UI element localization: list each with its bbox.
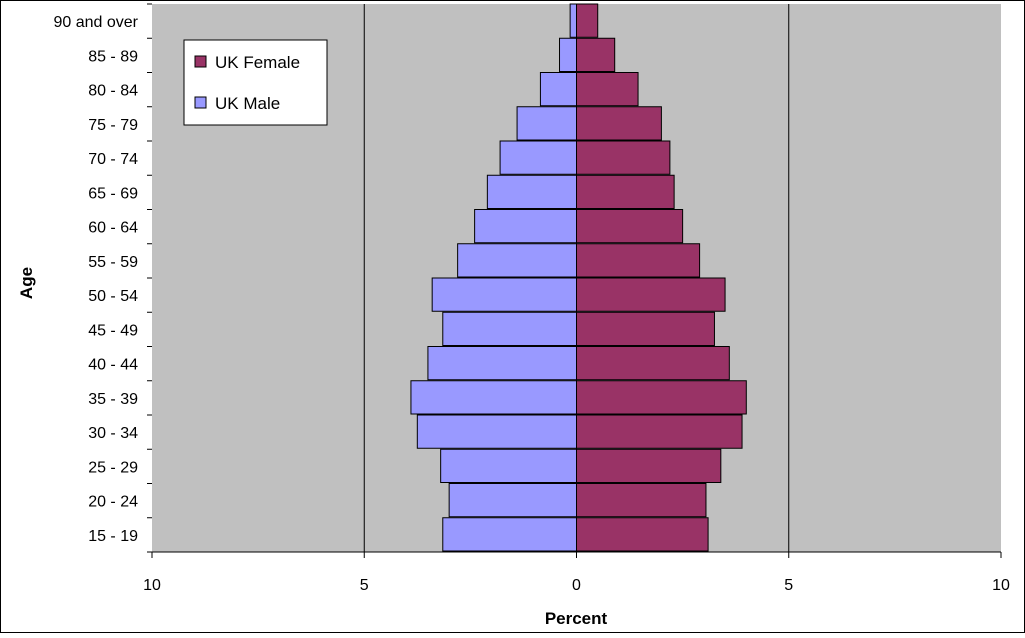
- bar-uk-male-65-69: [486, 174, 578, 209]
- y-tick-label: 75 - 79: [88, 117, 138, 134]
- bar-uk-female-30-34: [576, 414, 743, 449]
- y-tick-label: 65 - 69: [88, 185, 138, 202]
- legend-swatch-uk-male: [194, 96, 207, 109]
- legend-box: [183, 39, 328, 126]
- bar-uk-male-30-34: [416, 414, 577, 449]
- bar-uk-female-55-59: [576, 243, 701, 278]
- bar-uk-male-40-44: [427, 346, 577, 381]
- bar-uk-female-35-39: [576, 380, 747, 415]
- y-tick-label: 80 - 84: [88, 83, 138, 100]
- bar-uk-male-70-74: [499, 140, 577, 175]
- bar-uk-female-45-49: [576, 311, 715, 346]
- bar-uk-male-25-29: [440, 448, 577, 483]
- bar-uk-female-20-24: [576, 483, 707, 518]
- y-tick-label: 30 - 34: [88, 425, 138, 442]
- bar-uk-female-25-29: [576, 448, 722, 483]
- bar-uk-male-45-49: [442, 311, 577, 346]
- bar-uk-female-90-and-over: [576, 3, 599, 38]
- bar-uk-female-70-74: [576, 140, 671, 175]
- bar-uk-female-15-19: [576, 517, 709, 552]
- x-tick-labels: 10 5 0 5 10: [143, 552, 1010, 594]
- bar-uk-female-65-69: [576, 174, 675, 209]
- x-tick-label: 0: [572, 577, 581, 594]
- y-tick-label: 35 - 39: [88, 391, 138, 408]
- y-tick-label: 15 - 19: [88, 528, 138, 545]
- y-tick-label: 90 and over: [53, 14, 138, 31]
- bar-uk-male-80-84: [539, 72, 577, 107]
- bars: [410, 3, 747, 552]
- x-tick-label: 10: [992, 577, 1010, 594]
- y-tick-labels: 15 - 19 20 - 24 25 - 29 30 - 34 35 - 39 40 - …: [53, 3, 152, 553]
- bar-uk-female-80-84: [576, 72, 639, 107]
- bar-uk-male-20-24: [448, 483, 577, 518]
- y-tick-label: 60 - 64: [88, 220, 138, 237]
- bar-uk-male-90-and-over: [569, 3, 578, 38]
- bar-uk-male-50-54: [431, 277, 578, 312]
- y-axis-title: Age: [17, 267, 36, 299]
- bar-uk-female-50-54: [576, 277, 726, 312]
- y-tick-label: 50 - 54: [88, 288, 138, 305]
- y-tick-label: 55 - 59: [88, 254, 138, 271]
- bar-uk-male-85-89: [559, 37, 578, 72]
- y-tick-label: 20 - 24: [88, 494, 138, 511]
- bar-uk-male-35-39: [410, 380, 577, 415]
- legend-label-uk-male: UK Male: [215, 94, 280, 113]
- y-tick-label: 40 - 44: [88, 357, 138, 374]
- x-tick-label: 5: [784, 577, 793, 594]
- x-tick-label: 10: [143, 577, 161, 594]
- bar-uk-female-85-89: [576, 37, 616, 72]
- bar-uk-male-15-19: [442, 517, 577, 552]
- y-tick-label: 45 - 49: [88, 322, 138, 339]
- y-tick-label: 25 - 29: [88, 459, 138, 476]
- x-tick-label: 5: [360, 577, 369, 594]
- bar-uk-male-55-59: [457, 243, 578, 278]
- y-tick-label: 70 - 74: [88, 151, 138, 168]
- bar-uk-male-75-79: [516, 106, 578, 141]
- x-axis-title: Percent: [545, 609, 608, 628]
- bar-uk-female-60-64: [576, 209, 684, 244]
- bar-uk-female-75-79: [576, 106, 662, 141]
- legend-swatch-uk-female: [194, 55, 207, 68]
- y-tick-label: 85 - 89: [88, 48, 138, 65]
- legend: UK Female UK Male: [183, 39, 328, 126]
- bar-uk-female-40-44: [576, 346, 730, 381]
- legend-label-uk-female: UK Female: [215, 53, 300, 72]
- bar-uk-male-60-64: [474, 209, 577, 244]
